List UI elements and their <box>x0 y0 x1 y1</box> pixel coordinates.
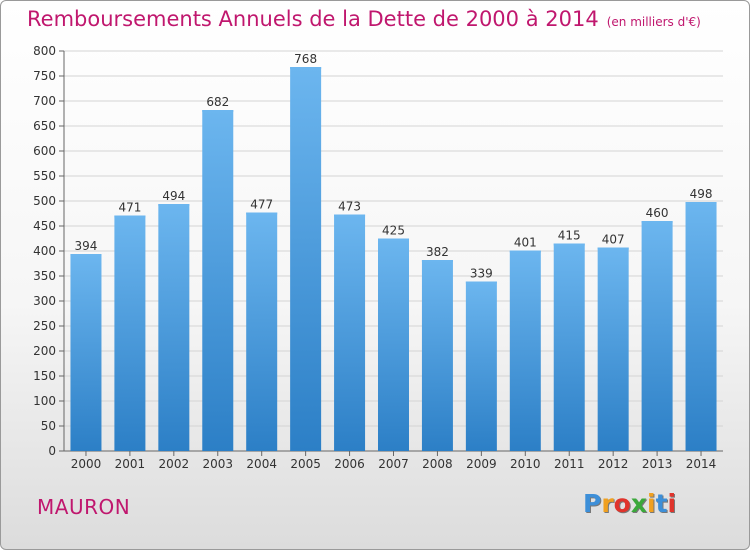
x-tick-label-2008: 2008 <box>422 457 453 471</box>
bar-top-2007 <box>378 238 409 241</box>
value-label-2000: 394 <box>75 239 98 253</box>
value-label-2012: 407 <box>602 233 625 247</box>
value-label-2010: 401 <box>514 236 537 250</box>
value-label-2001: 471 <box>118 201 141 215</box>
x-tick-label-2002: 2002 <box>159 457 190 471</box>
y-tick-label: 200 <box>33 344 56 358</box>
value-label-2009: 339 <box>470 267 493 281</box>
bar-top-2004 <box>246 212 278 215</box>
y-tick-label: 400 <box>33 244 56 258</box>
value-label-2013: 460 <box>646 206 669 220</box>
value-label-2014: 498 <box>690 187 713 201</box>
bar-top-2013 <box>641 221 673 223</box>
bar-2000 <box>70 254 102 451</box>
y-tick-label: 550 <box>33 169 56 183</box>
chart-title-main: Remboursements Annuels de la Dette de 20… <box>27 7 599 31</box>
bar-top-2009 <box>465 281 497 284</box>
bar-top-2006 <box>334 214 366 217</box>
y-tick-label: 450 <box>33 219 56 233</box>
bar-2005 <box>290 67 322 451</box>
value-label-2007: 425 <box>382 224 405 238</box>
bar-2010 <box>509 250 541 451</box>
x-tick-label-2005: 2005 <box>290 457 321 471</box>
logo-letter: P <box>583 489 602 518</box>
bars <box>70 67 717 451</box>
bar-2008 <box>421 260 453 451</box>
bar-top-2001 <box>114 215 146 218</box>
bar-2009 <box>465 281 497 451</box>
bar-2004 <box>246 212 278 451</box>
y-tick-label: 700 <box>33 94 56 108</box>
x-tick-label-2013: 2013 <box>642 457 673 471</box>
value-label-2004: 477 <box>250 198 273 212</box>
logo-letter: i <box>667 489 677 518</box>
bar-2006 <box>334 214 366 451</box>
bar-2013 <box>641 221 673 451</box>
bar-top-2014 <box>685 202 717 204</box>
bar-top-2012 <box>597 247 629 250</box>
x-tick-label-2009: 2009 <box>466 457 497 471</box>
x-tick-label-2007: 2007 <box>378 457 409 471</box>
logo-letter: r <box>601 489 614 518</box>
y-tick-label: 150 <box>33 369 56 383</box>
value-label-2011: 415 <box>558 229 581 243</box>
x-tick-label-2012: 2012 <box>598 457 629 471</box>
y-tick-label: 500 <box>33 194 56 208</box>
x-tick-label-2010: 2010 <box>510 457 541 471</box>
value-label-2008: 382 <box>426 245 449 259</box>
bar-top-2010 <box>509 250 541 253</box>
bar-2011 <box>553 243 585 451</box>
y-tick-label: 650 <box>33 119 56 133</box>
chart-title-unit: (en milliers d'€) <box>606 15 701 29</box>
y-tick-label: 250 <box>33 319 56 333</box>
value-label-2005: 768 <box>294 52 317 66</box>
town-name: MAURON <box>37 495 131 519</box>
y-tick-label: 300 <box>33 294 56 308</box>
logo-letter: i <box>647 489 656 518</box>
bar-top-2011 <box>553 243 585 246</box>
x-tick-label-2006: 2006 <box>334 457 365 471</box>
y-tick-label: 50 <box>41 419 56 433</box>
x-tick-label-2001: 2001 <box>115 457 146 471</box>
proxiti-logo[interactable]: Proxiti <box>583 489 676 518</box>
value-label-2003: 682 <box>206 95 229 109</box>
y-tick-label: 350 <box>33 269 56 283</box>
y-tick-label: 600 <box>33 144 56 158</box>
bar-2007 <box>378 238 409 451</box>
bar-top-2003 <box>202 110 234 112</box>
logo-letter: t <box>655 489 668 518</box>
bar-2012 <box>597 247 629 451</box>
bar-2014 <box>685 202 717 451</box>
y-axis-ticks: 0 50 100 150 200 250 300 350 400 450 500 550 600 650 7… <box>33 44 64 458</box>
y-tick-label: 0 <box>48 444 56 458</box>
x-tick-label-2004: 2004 <box>246 457 277 471</box>
x-axis-ticks: 2000 2001 2002 2003 2004 2005 2006 2007 2008 2009… <box>71 451 717 471</box>
bar-top-2008 <box>421 260 453 262</box>
bar-2002 <box>158 204 190 451</box>
y-tick-label: 100 <box>33 394 56 408</box>
logo-letter: o <box>613 489 631 518</box>
x-tick-label-2014: 2014 <box>686 457 717 471</box>
value-label-2006: 473 <box>338 200 361 214</box>
value-label-2002: 494 <box>162 189 185 203</box>
x-tick-label-2011: 2011 <box>554 457 585 471</box>
logo-letter: x <box>630 489 647 518</box>
y-tick-label: 800 <box>33 44 56 58</box>
bar-2003 <box>202 110 234 451</box>
chart-title: Remboursements Annuels de la Dette de 20… <box>27 7 701 31</box>
x-tick-label-2003: 2003 <box>202 457 233 471</box>
x-tick-label-2000: 2000 <box>71 457 102 471</box>
bar-top-2002 <box>158 204 190 206</box>
bar-top-2000 <box>70 254 102 256</box>
value-labels: 394 471 494 682 477 768 473 425 382 339 401 415 407 4… <box>75 52 713 281</box>
bar-2001 <box>114 215 146 451</box>
y-tick-label: 750 <box>33 69 56 83</box>
bar-top-2005 <box>290 67 322 69</box>
